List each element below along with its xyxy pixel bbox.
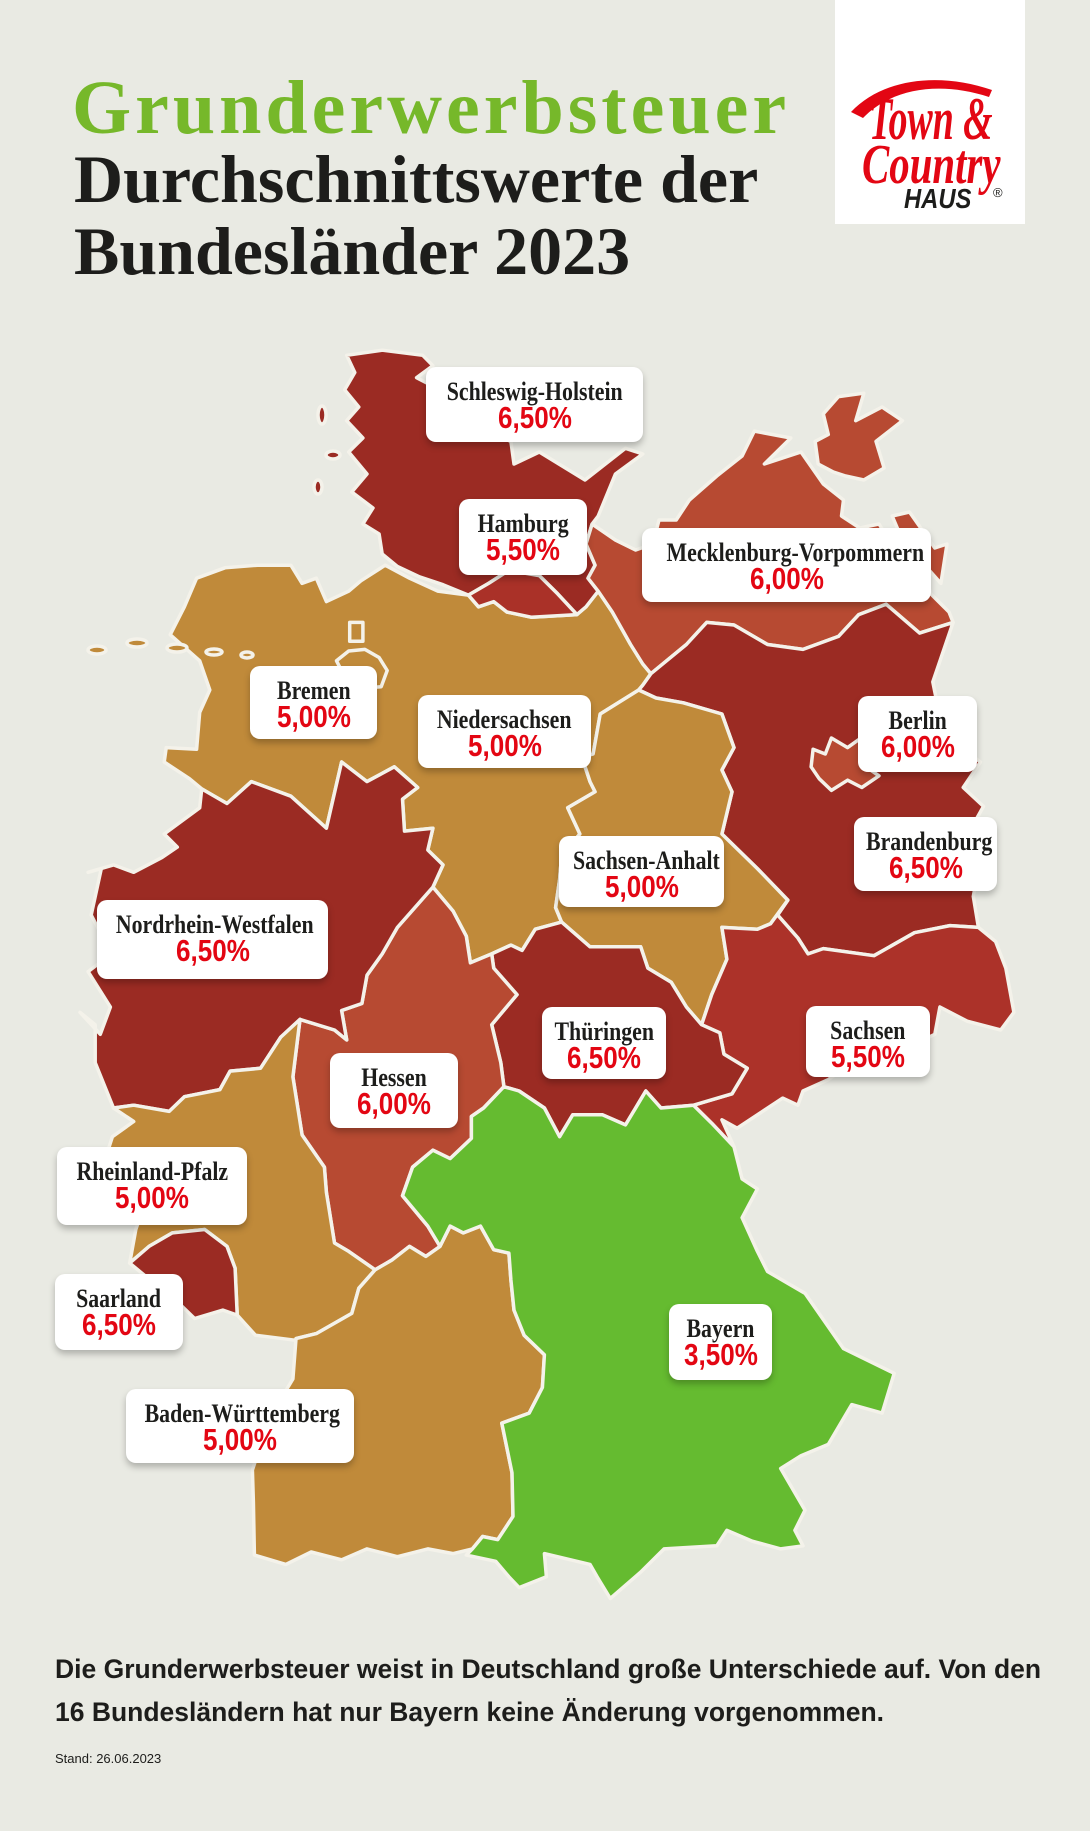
svg-text:HAUS: HAUS bbox=[904, 182, 972, 214]
svg-text:Country: Country bbox=[862, 133, 1001, 196]
svg-text:Town &: Town & bbox=[869, 85, 993, 152]
svg-text:®: ® bbox=[993, 185, 1003, 200]
